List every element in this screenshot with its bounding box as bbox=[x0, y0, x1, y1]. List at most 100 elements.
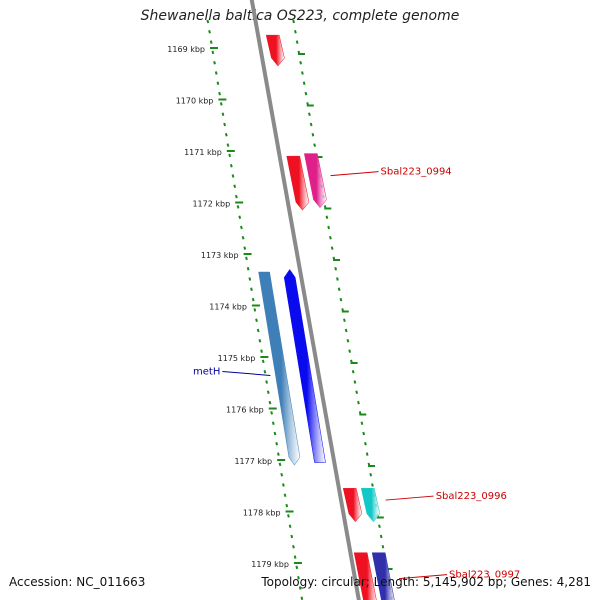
scale-dot bbox=[381, 545, 385, 549]
gene-feature bbox=[304, 153, 327, 209]
scale-dot bbox=[271, 421, 275, 425]
scale-dot bbox=[360, 421, 364, 425]
scale-dot bbox=[218, 91, 221, 96]
scale-dot bbox=[206, 19, 210, 24]
scale-dot bbox=[219, 102, 223, 106]
scale-dot bbox=[280, 472, 284, 477]
tick-label: 1179 kbp bbox=[251, 560, 289, 569]
tick-label: 1177 kbp bbox=[234, 457, 272, 466]
scale-dot bbox=[261, 359, 265, 364]
scale-dot bbox=[245, 256, 248, 261]
scale-dot bbox=[343, 318, 346, 322]
scale-dot bbox=[344, 328, 348, 333]
scale-dot bbox=[379, 534, 383, 539]
scale-dot bbox=[258, 339, 262, 343]
scale-dot bbox=[357, 400, 360, 405]
scale-dot bbox=[298, 586, 302, 590]
scale-dot bbox=[330, 246, 334, 250]
scale-dot bbox=[276, 452, 280, 456]
scale-dot bbox=[221, 112, 225, 116]
tick-label: 1172 kbp bbox=[192, 200, 230, 209]
scale-dot bbox=[240, 225, 243, 230]
scale-dot bbox=[285, 503, 289, 508]
scale-dot bbox=[337, 287, 341, 292]
scale-dot bbox=[325, 215, 329, 219]
scale-dot bbox=[209, 40, 213, 44]
scale-dot bbox=[229, 163, 233, 168]
gene-label: Sbal223_0996 bbox=[436, 491, 507, 502]
gene-feature bbox=[342, 488, 363, 523]
scale-dot bbox=[346, 339, 350, 343]
scale-dot bbox=[208, 30, 211, 34]
tick-label: 1175 kbp bbox=[218, 354, 256, 363]
scale-dot bbox=[228, 153, 232, 158]
scale-dot bbox=[351, 369, 355, 374]
scale-dot bbox=[211, 50, 215, 55]
scale-dot bbox=[243, 246, 247, 250]
scale-dot bbox=[364, 442, 367, 446]
scale-dot bbox=[334, 266, 338, 271]
tick-label: 1171 kbp bbox=[184, 148, 222, 157]
scale-dot bbox=[248, 277, 252, 281]
scale-dot bbox=[378, 524, 381, 528]
scale-dot bbox=[278, 462, 282, 467]
gene-feature bbox=[283, 269, 326, 463]
gene-feature bbox=[265, 34, 285, 67]
scale-dot bbox=[223, 122, 226, 127]
scale-dot bbox=[214, 71, 218, 75]
scale-dot bbox=[270, 411, 274, 415]
scale-dot bbox=[362, 431, 366, 436]
scale-dot bbox=[308, 112, 311, 116]
tick-label: 1174 kbp bbox=[209, 303, 247, 312]
tick-label: 1169 kbp bbox=[167, 45, 205, 54]
gene-label-line bbox=[385, 495, 434, 501]
tick-label: 1176 kbp bbox=[226, 406, 264, 415]
scale-dot bbox=[236, 205, 240, 209]
scale-dot bbox=[353, 380, 357, 384]
genome-backbone bbox=[249, 0, 361, 600]
scale-dot bbox=[246, 266, 250, 271]
gene-feature bbox=[286, 155, 310, 211]
scale-dot bbox=[365, 452, 369, 456]
scale-dot bbox=[216, 81, 220, 86]
scale-dot bbox=[290, 534, 294, 539]
gene-feature bbox=[371, 552, 395, 600]
gene-label-line bbox=[330, 171, 379, 177]
gene-feature bbox=[258, 271, 301, 466]
scale-dot bbox=[327, 225, 331, 230]
accession-text: Accession: NC_011663 bbox=[9, 575, 146, 589]
scale-dot bbox=[287, 514, 290, 518]
scale-dot bbox=[371, 483, 374, 487]
scale-dot bbox=[255, 318, 258, 322]
tick-label: 1170 kbp bbox=[176, 97, 214, 106]
scale-dot bbox=[295, 40, 299, 44]
scale-dot bbox=[311, 133, 315, 137]
scale-dot bbox=[336, 277, 339, 281]
scale-dot bbox=[213, 60, 216, 65]
scale-dot bbox=[288, 524, 292, 528]
scale-dot bbox=[282, 483, 285, 487]
tick-label: 1173 kbp bbox=[201, 251, 239, 260]
scale-dot bbox=[348, 349, 352, 353]
scale-dot bbox=[250, 287, 253, 292]
scale-dot bbox=[260, 349, 263, 353]
scale-dot bbox=[329, 236, 332, 240]
scale-dot bbox=[263, 369, 267, 374]
scale-dot bbox=[238, 215, 242, 219]
scale-dot bbox=[301, 71, 304, 75]
scale-dot bbox=[302, 81, 306, 86]
scale-dot bbox=[268, 400, 272, 405]
scale-dot bbox=[300, 596, 304, 600]
scale-dot bbox=[235, 194, 238, 199]
scale-dot bbox=[273, 431, 277, 436]
scale-dot bbox=[355, 390, 359, 395]
inner-scale bbox=[206, 19, 304, 600]
gene-label-line bbox=[399, 574, 448, 580]
map-title: Shewanella baltica OS223, complete genom… bbox=[140, 8, 460, 24]
scale-dot bbox=[256, 328, 260, 333]
scale-dot bbox=[369, 472, 373, 477]
scale-dot bbox=[266, 390, 270, 395]
scale-dot bbox=[231, 174, 235, 178]
